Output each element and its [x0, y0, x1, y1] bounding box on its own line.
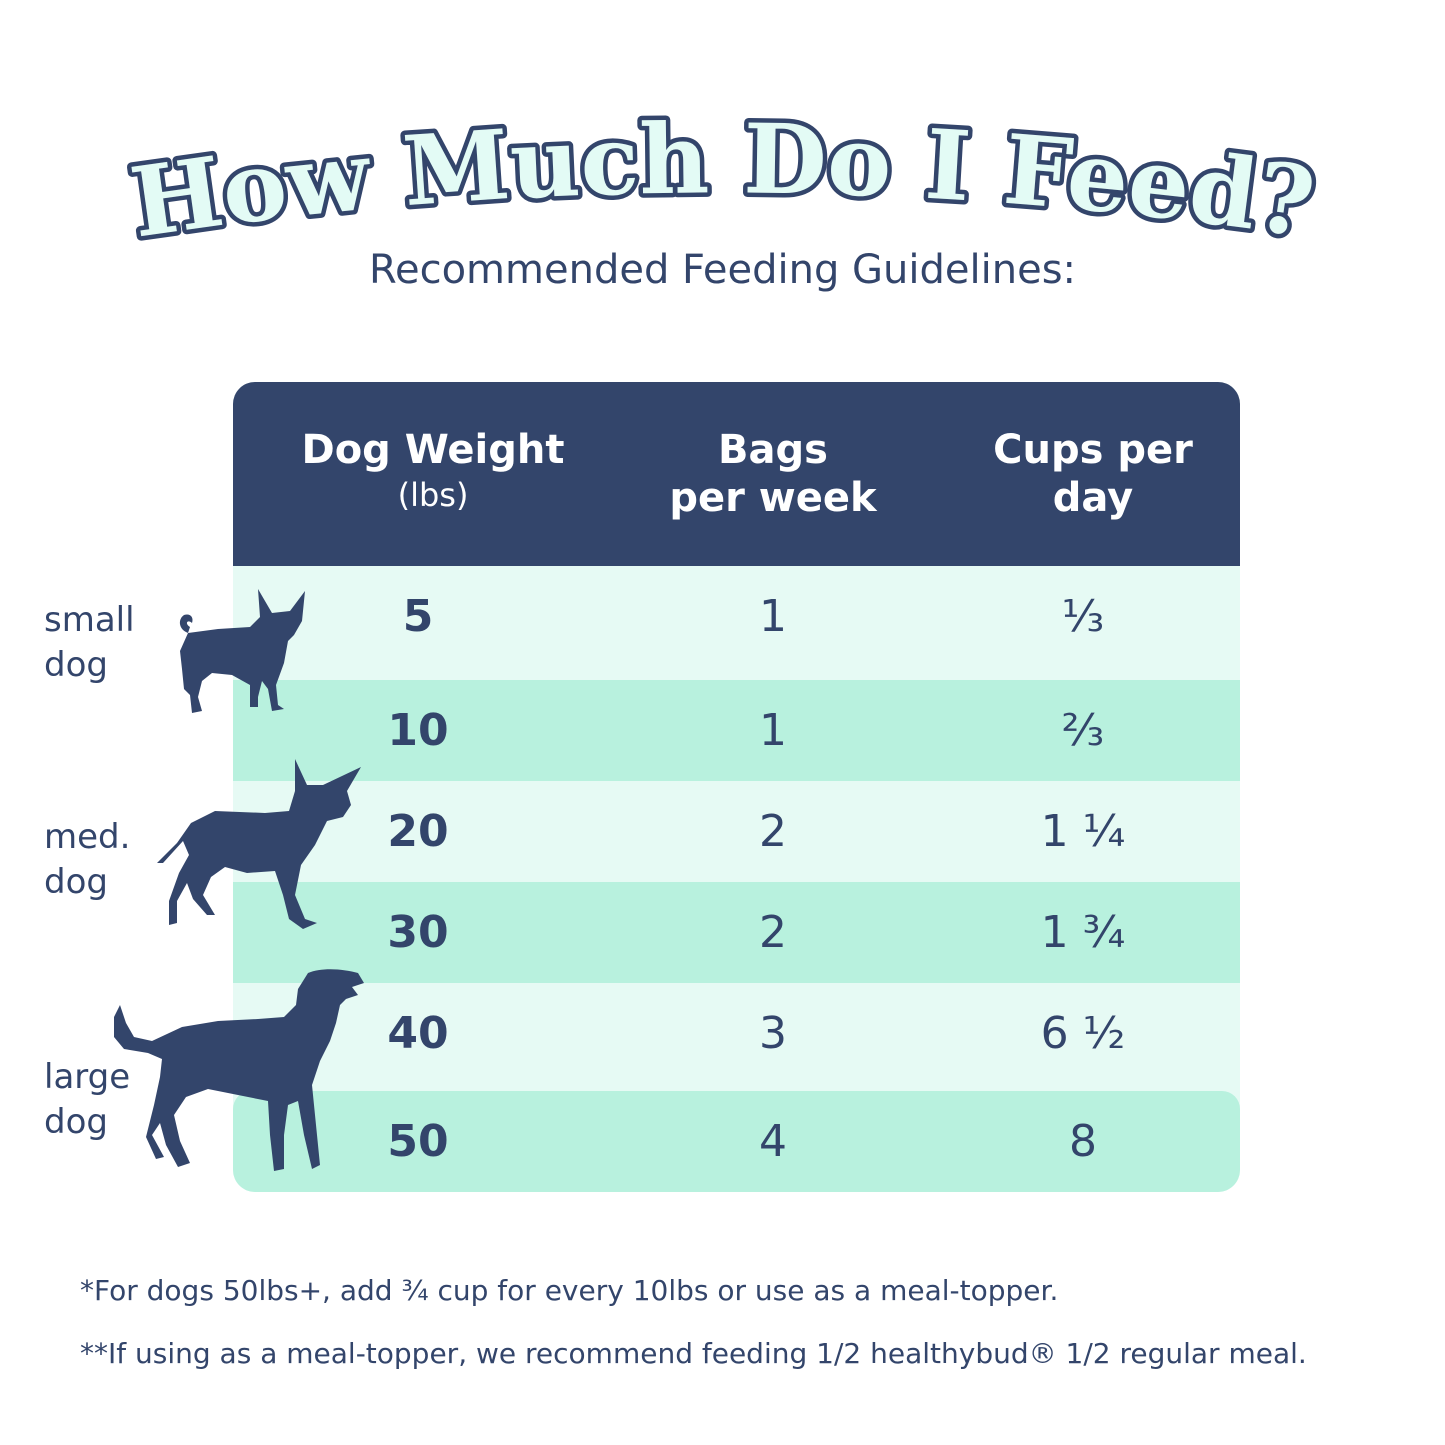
cell-bags: 4 [759, 1116, 787, 1167]
cell-bags: 2 [759, 806, 787, 857]
table-row: 40 3 6 ½ [233, 983, 1240, 1084]
header-cups-line2: day [1052, 475, 1134, 521]
cell-cups: 1 ¼ [1040, 806, 1126, 857]
large-dog-icon [114, 969, 364, 1171]
cell-bags: 1 [759, 705, 787, 756]
svg-text:How Much Do I Feed?: How Much Do I Feed? [124, 102, 1321, 259]
table-row: 50 4 8 [233, 1091, 1240, 1192]
cell-bags: 3 [759, 1008, 787, 1059]
table-row: 20 2 1 ¼ [233, 781, 1240, 882]
small-dog-label: small dog [44, 598, 164, 688]
med-dog-label-line2: dog [44, 862, 108, 902]
cell-bags: 1 [759, 591, 787, 642]
cell-weight: 20 [387, 806, 449, 857]
medium-dog-icon [157, 759, 361, 929]
small-dog-label-line1: small [44, 600, 135, 640]
table-row: 5 1 ⅓ [233, 566, 1240, 667]
table-header: Dog Weight (lbs) Bags per week Cups per … [233, 382, 1240, 566]
cell-cups: ⅓ [1061, 591, 1105, 642]
footnote-large-dogs: *For dogs 50lbs+, add ¾ cup for every 10… [80, 1274, 1059, 1307]
small-dog-label-line2: dog [44, 645, 108, 685]
cell-cups: 8 [1069, 1116, 1097, 1167]
page-subtitle: Recommended Feeding Guidelines: [368, 247, 1077, 293]
header-dog-weight: Dog Weight (lbs) [253, 426, 613, 516]
cell-weight: 30 [387, 907, 449, 958]
page-title-text: How Much Do I Feed? [120, 98, 1326, 260]
header-cups-per-day: Cups per day [948, 426, 1238, 522]
large-dog-label: large dog [44, 1055, 164, 1145]
cell-cups: ⅔ [1061, 705, 1105, 756]
med-dog-label-line1: med. [44, 817, 131, 857]
small-dog-icon [179, 589, 305, 713]
cell-cups: 6 ½ [1040, 1008, 1126, 1059]
large-dog-label-line2: dog [44, 1102, 108, 1142]
cell-weight: 40 [387, 1008, 449, 1059]
feeding-table: Dog Weight (lbs) Bags per week Cups per … [233, 382, 1240, 1192]
large-dog-label-line1: large [44, 1057, 131, 1097]
header-bags-line1: Bags [718, 427, 828, 473]
cell-weight: 50 [387, 1116, 449, 1167]
cell-bags: 2 [759, 907, 787, 958]
table-row: 30 2 1 ¾ [233, 882, 1240, 983]
med-dog-label: med. dog [44, 815, 164, 905]
cell-weight: 5 [402, 591, 434, 642]
table-row: 10 1 ⅔ [233, 680, 1240, 781]
header-weight-unit: (lbs) [397, 476, 469, 514]
cell-cups: 1 ¾ [1040, 907, 1126, 958]
header-weight-label: Dog Weight [301, 427, 565, 473]
header-cups-line1: Cups per [993, 427, 1193, 473]
header-bags-line2: per week [669, 475, 877, 521]
cell-weight: 10 [387, 705, 449, 756]
footnote-meal-topper: **If using as a meal-topper, we recommen… [80, 1337, 1307, 1370]
header-bags-per-week: Bags per week [623, 426, 923, 522]
page-title: How Much Do I Feed? [120, 98, 1326, 260]
